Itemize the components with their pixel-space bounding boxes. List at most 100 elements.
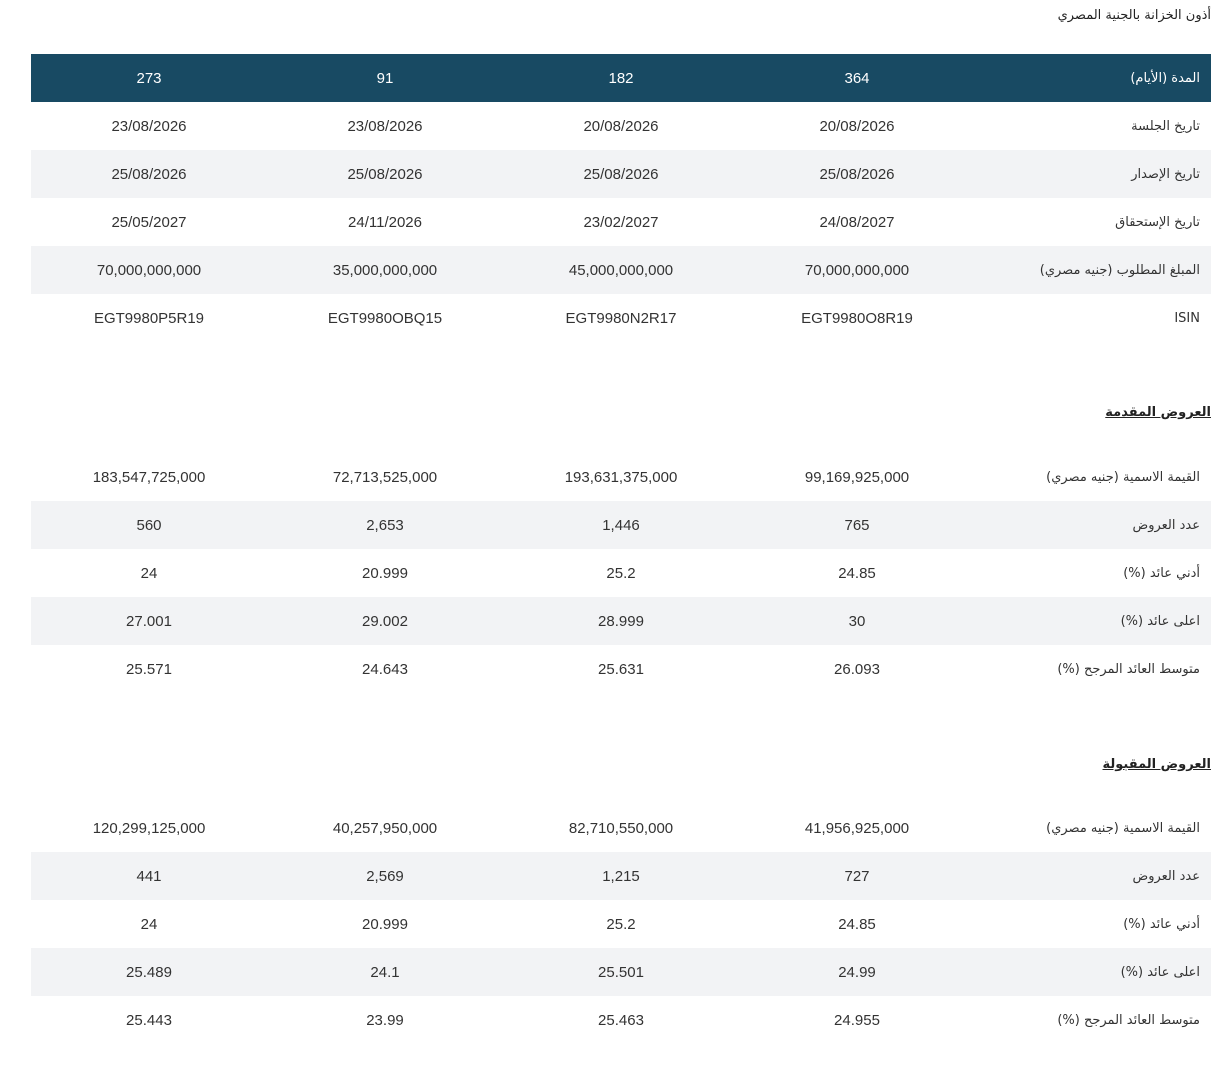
cell: 193,631,375,000 bbox=[564, 468, 678, 486]
cell: 560 bbox=[31, 501, 267, 549]
table-row: عدد العروض 727 1,215 2,569 441 bbox=[31, 852, 1211, 900]
table-body: المدة (الأيام) 364 182 91 273 تاريخ الجلسة 20/… bbox=[31, 54, 1211, 342]
cell: 441 bbox=[31, 852, 267, 900]
table-row: اعلى عائد (%) 24.99 25.501 24.1 25.489 bbox=[31, 948, 1211, 996]
table-row: القيمة الاسمية (جنيه مصري) 99,169,925,000… bbox=[31, 453, 1211, 501]
cell: 25/05/2027 bbox=[111, 213, 187, 231]
cell: 2,653 bbox=[267, 501, 503, 549]
cell: 25.489 bbox=[31, 948, 267, 996]
row-label: تاريخ الجلسة bbox=[1131, 118, 1200, 134]
table-row: المدة (الأيام) 364 182 91 273 bbox=[31, 54, 1211, 102]
data-table: المدة (الأيام) 364 182 91 273 تاريخ الجلسة 20/… bbox=[31, 54, 1211, 342]
cell: 182 bbox=[503, 54, 739, 102]
cell: 26.093 bbox=[834, 660, 880, 678]
cell: 35,000,000,000 bbox=[267, 246, 503, 294]
cell: 1,215 bbox=[503, 852, 739, 900]
row-label: متوسط العائد المرجح (%) bbox=[1057, 661, 1200, 677]
cell: 23/02/2027 bbox=[583, 213, 659, 231]
table-body: القيمة الاسمية (جنيه مصري) 99,169,925,000… bbox=[31, 453, 1211, 693]
cell: 28.999 bbox=[503, 597, 739, 645]
cell: 20.999 bbox=[362, 564, 408, 582]
cell: EGT9980O8R19 bbox=[801, 309, 913, 327]
cell: 765 bbox=[739, 501, 975, 549]
cell: 25/08/2026 bbox=[31, 150, 267, 198]
cell: 24.99 bbox=[739, 948, 975, 996]
row-label: عدد العروض bbox=[975, 852, 1211, 900]
data-table: القيمة الاسمية (جنيه مصري) 99,169,925,000… bbox=[31, 453, 1211, 693]
cell: EGT9980OBQ15 bbox=[327, 309, 443, 327]
cell: 120,299,125,000 bbox=[92, 819, 206, 837]
cell: 1,446 bbox=[503, 501, 739, 549]
cell: 183,547,725,000 bbox=[92, 468, 206, 486]
table-body: القيمة الاسمية (جنيه مصري) 41,956,925,000… bbox=[31, 804, 1211, 1044]
cell: 70,000,000,000 bbox=[31, 246, 267, 294]
table-row: أدني عائد (%) 24.85 25.2 20.999 24 bbox=[31, 549, 1211, 597]
cell: 41,956,925,000 bbox=[804, 819, 910, 837]
row-label: اعلى عائد (%) bbox=[975, 948, 1211, 996]
cell: 23/08/2026 bbox=[111, 117, 187, 135]
row-label: المدة (الأيام) bbox=[975, 54, 1211, 102]
table-row: عدد العروض 765 1,446 2,653 560 bbox=[31, 501, 1211, 549]
cell: 25/08/2026 bbox=[503, 150, 739, 198]
cell: 29.002 bbox=[267, 597, 503, 645]
cell: 70,000,000,000 bbox=[739, 246, 975, 294]
cell: 25/08/2026 bbox=[739, 150, 975, 198]
cell: 24.643 bbox=[362, 660, 408, 678]
row-label: عدد العروض bbox=[975, 501, 1211, 549]
cell: 24.85 bbox=[838, 915, 876, 933]
cell: EGT9980P5R19 bbox=[93, 309, 205, 327]
table-row: اعلى عائد (%) 30 28.999 29.002 27.001 bbox=[31, 597, 1211, 645]
cell: 99,169,925,000 bbox=[804, 468, 910, 486]
row-label: القيمة الاسمية (جنيه مصري) bbox=[1046, 820, 1200, 836]
cell: 24/08/2027 bbox=[819, 213, 895, 231]
table-row: المبلغ المطلوب (جنيه مصري) 70,000,000,000… bbox=[31, 246, 1211, 294]
row-label: المبلغ المطلوب (جنيه مصري) bbox=[975, 246, 1211, 294]
cell: EGT9980N2R17 bbox=[565, 309, 677, 327]
cell: 25.443 bbox=[126, 1011, 172, 1029]
table-row: تاريخ الإستحقاق 24/08/2027 23/02/2027 24/11… bbox=[31, 198, 1211, 246]
row-label: تاريخ الإستحقاق bbox=[1115, 214, 1200, 230]
cell: 24.85 bbox=[838, 564, 876, 582]
cell: 20/08/2026 bbox=[819, 117, 895, 135]
row-label: القيمة الاسمية (جنيه مصري) bbox=[1046, 469, 1200, 485]
cell: 25/08/2026 bbox=[267, 150, 503, 198]
cell: 72,713,525,000 bbox=[332, 468, 438, 486]
table-row: تاريخ الجلسة 20/08/2026 20/08/2026 23/08/20… bbox=[31, 102, 1211, 150]
cell: 23/08/2026 bbox=[347, 117, 423, 135]
row-label: أدني عائد (%) bbox=[1123, 565, 1200, 581]
row-label: تاريخ الإصدار bbox=[975, 150, 1211, 198]
cell: 24.1 bbox=[267, 948, 503, 996]
row-label: أدني عائد (%) bbox=[1123, 916, 1200, 932]
table-row: ISIN EGT9980O8R19 EGT9980N2R17 EGT9980OBQ15… bbox=[31, 294, 1211, 342]
row-label: ISIN bbox=[1174, 310, 1200, 326]
cell: 20/08/2026 bbox=[583, 117, 659, 135]
cell: 20.999 bbox=[362, 915, 408, 933]
cell: 25.2 bbox=[606, 564, 636, 582]
cell: 24.955 bbox=[834, 1011, 880, 1029]
cell: 25.631 bbox=[598, 660, 644, 678]
cell: 91 bbox=[267, 54, 503, 102]
table-row: متوسط العائد المرجح (%) 26.093 25.631 24.64… bbox=[31, 645, 1211, 693]
section-heading: العروض المقدمة bbox=[1105, 405, 1211, 420]
cell: 25.571 bbox=[126, 660, 172, 678]
cell: 364 bbox=[739, 54, 975, 102]
table-row: أدني عائد (%) 24.85 25.2 20.999 24 bbox=[31, 900, 1211, 948]
page-title: أذون الخزانة بالجنية المصري bbox=[1057, 8, 1211, 23]
cell: 82,710,550,000 bbox=[568, 819, 674, 837]
cell: 30 bbox=[739, 597, 975, 645]
cell: 25.501 bbox=[503, 948, 739, 996]
table-row: القيمة الاسمية (جنيه مصري) 41,956,925,000… bbox=[31, 804, 1211, 852]
cell: 25.2 bbox=[606, 915, 636, 933]
data-table: القيمة الاسمية (جنيه مصري) 41,956,925,000… bbox=[31, 804, 1211, 1044]
cell: 2,569 bbox=[267, 852, 503, 900]
table-row: متوسط العائد المرجح (%) 24.955 25.463 23.99… bbox=[31, 996, 1211, 1044]
cell: 40,257,950,000 bbox=[332, 819, 438, 837]
row-label: متوسط العائد المرجح (%) bbox=[1057, 1012, 1200, 1028]
section-heading: العروض المقبولة bbox=[1102, 757, 1212, 772]
cell: 23.99 bbox=[366, 1011, 404, 1029]
cell: 24/11/2026 bbox=[348, 213, 422, 231]
cell: 727 bbox=[739, 852, 975, 900]
cell: 24 bbox=[140, 564, 158, 582]
cell: 27.001 bbox=[31, 597, 267, 645]
